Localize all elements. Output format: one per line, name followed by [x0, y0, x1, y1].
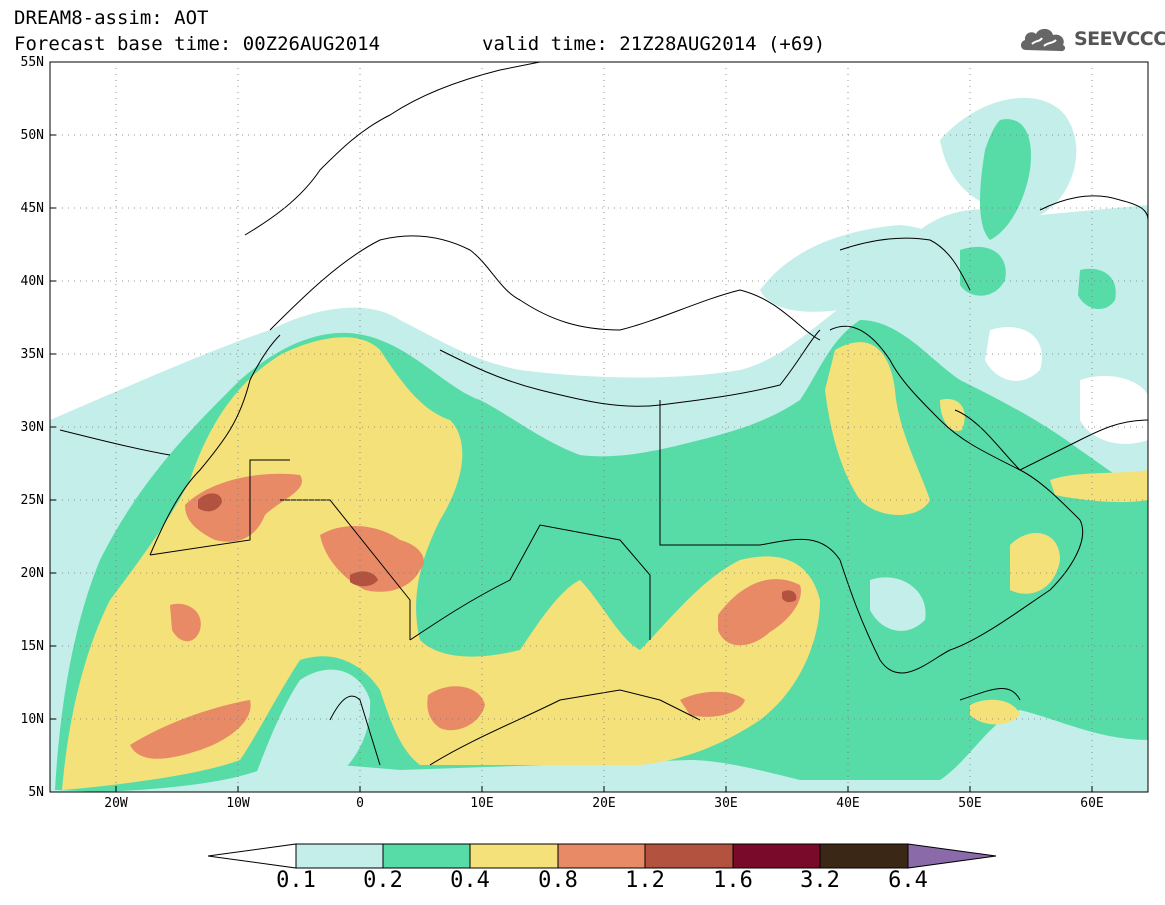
lat-label-20n: 20N — [20, 566, 44, 581]
logo-text: SEEVCCC — [1074, 28, 1165, 50]
lon-label-40e: 40E — [836, 796, 860, 811]
map-title: DREAM8-assim: AOT — [14, 7, 209, 29]
colorbar-label-0.1: 0.1 — [276, 868, 316, 893]
aot-level-0.8 — [130, 473, 801, 759]
lon-label-0: 0 — [356, 796, 364, 811]
aot-level-1.2 — [198, 493, 797, 603]
lat-label-25n: 25N — [20, 493, 44, 508]
colorbar-label-0.8: 0.8 — [538, 868, 578, 893]
valid-time: valid time: 21Z28AUG2014 (+69) — [482, 33, 826, 55]
lon-label-50e: 50E — [958, 796, 982, 811]
aot-level-0.4 — [62, 337, 1148, 790]
lat-label-5n: 5N — [28, 785, 44, 800]
colorbar-label-6.4: 6.4 — [888, 868, 928, 893]
lon-label-10e: 10E — [470, 796, 494, 811]
lon-label-60e: 60E — [1080, 796, 1104, 811]
lat-label-30n: 30N — [20, 420, 44, 435]
colorbar-label-0.4: 0.4 — [450, 868, 490, 893]
colorbar-label-3.2: 3.2 — [800, 868, 840, 893]
lat-label-50n: 50N — [20, 128, 44, 143]
seevccc-logo: SEEVCCC — [1018, 24, 1165, 54]
lon-label-20e: 20E — [592, 796, 616, 811]
lat-label-10n: 10N — [20, 712, 44, 727]
cloud-icon — [1020, 28, 1066, 52]
lon-label-30e: 30E — [714, 796, 738, 811]
lat-label-35n: 35N — [20, 347, 44, 362]
lat-label-40n: 40N — [20, 274, 44, 289]
lon-label-10w: 10W — [226, 796, 250, 811]
colorbar-label-0.2: 0.2 — [363, 868, 403, 893]
lat-label-55n: 55N — [20, 55, 44, 70]
colorbar-label-1.2: 1.2 — [625, 868, 665, 893]
axis-ticks — [50, 61, 1093, 792]
colorbar-label-1.6: 1.6 — [713, 868, 753, 893]
forecast-base-time: Forecast base time: 00Z26AUG2014 — [14, 33, 381, 55]
lon-label-20w: 20W — [104, 796, 128, 811]
lat-label-45n: 45N — [20, 201, 44, 216]
lat-label-15n: 15N — [20, 639, 44, 654]
